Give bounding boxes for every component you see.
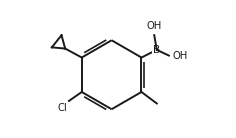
Text: OH: OH <box>147 21 162 31</box>
Text: B: B <box>153 45 160 55</box>
Text: OH: OH <box>173 51 188 61</box>
Text: Cl: Cl <box>58 104 68 113</box>
